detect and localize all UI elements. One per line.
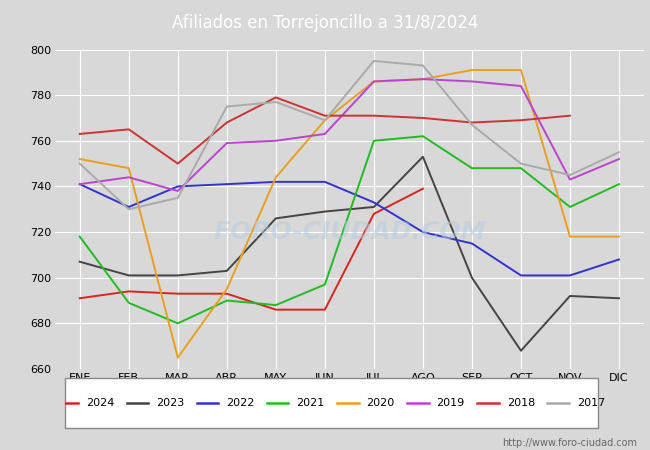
Text: 2017: 2017 — [577, 398, 605, 408]
Text: 2021: 2021 — [296, 398, 325, 408]
Text: 2018: 2018 — [506, 398, 535, 408]
FancyBboxPatch shape — [65, 378, 598, 428]
Text: http://www.foro-ciudad.com: http://www.foro-ciudad.com — [502, 438, 637, 448]
Text: 2020: 2020 — [367, 398, 395, 408]
Text: 2019: 2019 — [437, 398, 465, 408]
Text: Afiliados en Torrejoncillo a 31/8/2024: Afiliados en Torrejoncillo a 31/8/2024 — [172, 14, 478, 32]
Text: 2022: 2022 — [226, 398, 255, 408]
Text: 2024: 2024 — [86, 398, 114, 408]
Text: FORO-CIUDAD.COM: FORO-CIUDAD.COM — [213, 220, 486, 243]
Text: 2023: 2023 — [157, 398, 185, 408]
